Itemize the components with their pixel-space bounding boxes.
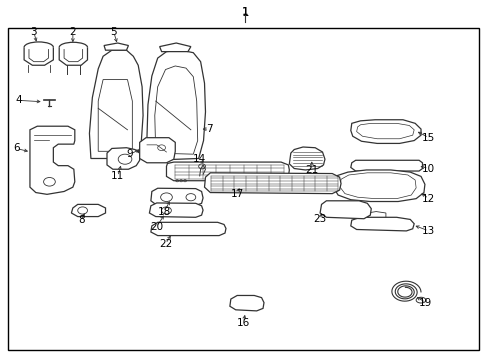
Text: 13: 13 [421,226,434,236]
Text: 2: 2 [69,27,76,37]
PathPatch shape [289,147,325,170]
PathPatch shape [149,203,203,217]
Text: 7: 7 [205,124,212,134]
PathPatch shape [151,188,203,206]
Text: 16: 16 [236,318,250,328]
Text: 14: 14 [193,154,206,164]
Text: 10: 10 [422,163,434,174]
Text: 4: 4 [16,95,22,105]
PathPatch shape [350,217,413,231]
PathPatch shape [71,204,105,217]
PathPatch shape [151,222,225,235]
PathPatch shape [30,126,75,194]
Text: 15: 15 [421,133,434,143]
Text: 21: 21 [305,165,318,175]
Text: 5: 5 [110,27,117,37]
PathPatch shape [350,120,420,143]
Text: 22: 22 [159,239,172,249]
PathPatch shape [107,148,140,169]
PathPatch shape [104,43,128,50]
PathPatch shape [332,170,424,202]
PathPatch shape [204,173,340,194]
Text: 17: 17 [230,189,244,199]
Text: 23: 23 [313,215,326,224]
Text: 6: 6 [13,143,20,153]
Text: 20: 20 [150,222,163,231]
Text: 18: 18 [157,207,170,217]
Text: 1: 1 [242,7,248,17]
Text: 19: 19 [418,298,431,308]
PathPatch shape [229,296,264,311]
PathPatch shape [140,138,175,163]
PathPatch shape [89,50,143,158]
PathPatch shape [159,43,190,51]
Text: 12: 12 [421,194,434,204]
Text: 8: 8 [78,215,84,225]
PathPatch shape [147,50,205,160]
Text: 9: 9 [126,149,133,159]
Text: 3: 3 [30,27,37,37]
Text: 11: 11 [111,171,124,181]
PathPatch shape [350,160,422,171]
PathPatch shape [166,162,289,181]
PathPatch shape [320,201,370,219]
Text: 1: 1 [241,6,249,19]
